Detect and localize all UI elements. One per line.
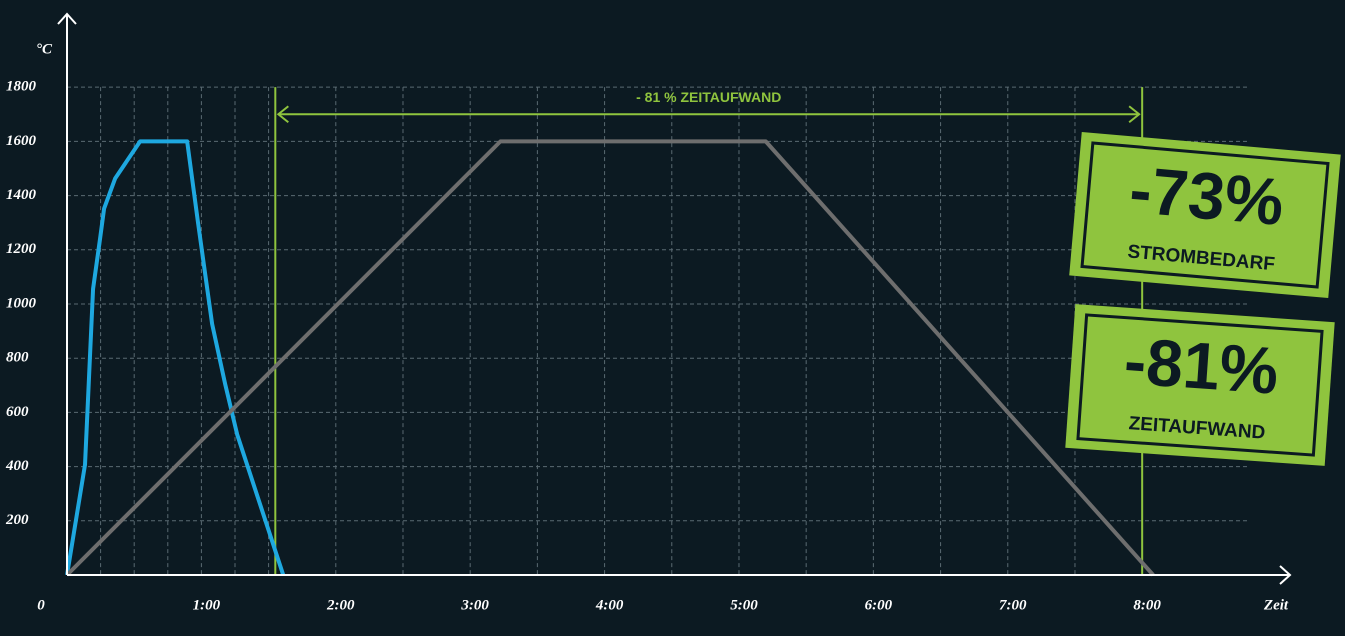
y-tick-label: 400 [5, 458, 29, 474]
marker-label: - 81 % ZEITAUFWAND [636, 89, 781, 105]
x-tick-label: 7:00 [999, 597, 1027, 613]
y-tick-label: 1400 [6, 187, 37, 203]
x-tick-label: 4:00 [595, 597, 624, 613]
page: - 81 % ZEITAUFWAND °C Zeit -73% STROMBED… [0, 0, 1345, 636]
x-tick-label: 5:00 [730, 597, 758, 613]
y-tick-label: 1200 [6, 241, 37, 257]
y-tick-label: 800 [6, 350, 29, 366]
y-tick-label: 1000 [6, 295, 37, 311]
x-tick-label: 6:00 [865, 597, 893, 613]
x-tick-label: 0 [37, 597, 45, 613]
x-tick-label: 8:00 [1133, 597, 1161, 613]
stamp: -73% STROMBEDARF [1069, 132, 1341, 298]
x-tick-label: 3:00 [460, 597, 489, 613]
x-tick-label: 2:00 [326, 597, 355, 613]
stamp-value: -81% [1122, 323, 1281, 408]
stamp: -81% ZEITAUFWAND [1065, 304, 1334, 466]
x-tick-label: 1:00 [193, 597, 221, 613]
y-axis-label: °C [36, 41, 53, 57]
x-axis-label: Zeit [1263, 597, 1289, 613]
y-tick-label: 1800 [6, 79, 37, 95]
stamp-value: -73% [1127, 152, 1287, 239]
y-tick-label: 200 [5, 512, 29, 528]
chart: - 81 % ZEITAUFWAND °C Zeit -73% STROMBED… [0, 0, 1345, 631]
y-tick-label: 1600 [6, 133, 37, 149]
y-tick-label: 600 [6, 404, 29, 420]
